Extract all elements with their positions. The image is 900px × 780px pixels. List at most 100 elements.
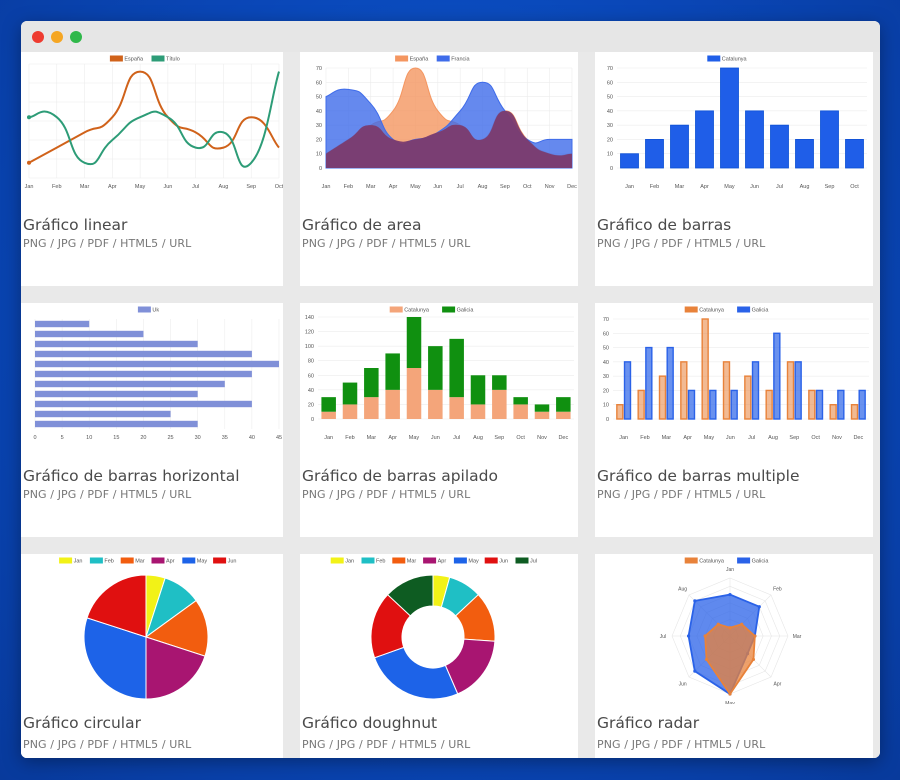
y-tick-label: 0 [319, 166, 322, 172]
x-tick-label: Nov [545, 184, 555, 190]
card-title[interactable]: Gráfico circular [23, 714, 141, 732]
export-link-jpg[interactable]: JPG [57, 237, 77, 250]
export-link-png[interactable]: PNG [597, 237, 621, 250]
export-link-html5[interactable]: HTML5 [399, 738, 438, 751]
export-link-pdf[interactable]: PDF [661, 488, 684, 501]
card-title[interactable]: Gráfico de barras apilado [302, 467, 498, 485]
x-tick-label: Sep [246, 184, 256, 190]
export-links: PNG / JPG / PDF / HTML5 / URL [302, 237, 470, 250]
export-link-pdf[interactable]: PDF [87, 738, 110, 751]
export-link-png[interactable]: PNG [302, 237, 326, 250]
radar-label: Jul [660, 634, 666, 640]
export-link-jpg[interactable]: JPG [336, 488, 356, 501]
export-link-url[interactable]: URL [743, 488, 766, 501]
export-links: PNG / JPG / PDF / HTML5 / URL [23, 738, 191, 751]
export-link-png[interactable]: PNG [302, 488, 326, 501]
export-link-url[interactable]: URL [169, 738, 192, 751]
chart-card-radar-8[interactable]: Catalunya Galicia Jan Feb Mar Apr May Jun Jul Aug… [595, 554, 873, 758]
export-link-url[interactable]: URL [743, 738, 766, 751]
export-link-jpg[interactable]: JPG [57, 738, 77, 751]
title-bar [21, 21, 880, 52]
group-bar-galicia [815, 389, 824, 420]
legend-label: Catalunya [722, 57, 748, 63]
card-title[interactable]: Gráfico de area [302, 216, 422, 234]
export-link-pdf[interactable]: PDF [87, 488, 110, 501]
export-link-jpg[interactable]: JPG [336, 237, 356, 250]
export-link-jpg[interactable]: JPG [631, 488, 651, 501]
chart-card-bar-2[interactable]: Catalunya 0 10 20 30 40 50 60 70 Jan Feb Mar Apr May J… [595, 52, 873, 286]
maximize-button[interactable] [70, 31, 82, 43]
close-button[interactable] [32, 31, 44, 43]
radar-point [757, 605, 761, 609]
export-link-pdf[interactable]: PDF [366, 237, 389, 250]
export-link-pdf[interactable]: PDF [366, 488, 389, 501]
y-tick-label: 20 [603, 388, 609, 394]
export-link-html5[interactable]: HTML5 [694, 237, 733, 250]
chart-card-line-0[interactable]: España Título Jan Feb Mar Apr May Jun Jul Aug Sep O… [21, 52, 283, 286]
export-link-url[interactable]: URL [448, 488, 471, 501]
chart-card-area-1[interactable]: España Francia 0 10 20 30 40 50 60 70 Jan Feb Mar Apr… [300, 52, 578, 286]
export-link-html5[interactable]: HTML5 [120, 237, 159, 250]
stacked-bar-catalunya [428, 389, 443, 419]
card-title[interactable]: Gráfico de barras [597, 216, 732, 234]
legend-label: Catalunya [699, 559, 725, 565]
x-tick-label: Oct [523, 184, 532, 190]
chart-card-bar-5[interactable]: Catalunya Galicia 0 10 20 30 40 50 60 70 Jan Feb Mar… [595, 303, 873, 537]
stacked-bar-galicia [513, 397, 528, 405]
x-tick-label: 45 [276, 435, 282, 441]
y-tick-label: 40 [308, 388, 314, 394]
export-link-html5[interactable]: HTML5 [694, 738, 733, 751]
export-link-pdf[interactable]: PDF [661, 738, 684, 751]
export-link-pdf[interactable]: PDF [87, 237, 110, 250]
export-link-png[interactable]: PNG [302, 738, 326, 751]
export-link-png[interactable]: PNG [23, 738, 47, 751]
card-title[interactable]: Gráfico de barras horizontal [23, 467, 240, 485]
chart-card-bar-4[interactable]: Catalunya Galicia 0 20 40 60 80 100 120 140 Jan Feb… [300, 303, 578, 537]
x-tick-label: Jun [433, 184, 442, 190]
export-link-html5[interactable]: HTML5 [120, 488, 159, 501]
chart-card-doughnut-7[interactable]: Jan Feb Mar Apr May Jun Jul Gráfico doughnut PNG… [300, 554, 578, 758]
link-separator: / [732, 237, 744, 250]
export-link-png[interactable]: PNG [23, 488, 47, 501]
chart-bar: Uk 0 5 10 15 20 25 30 35 40 45 [33, 306, 282, 441]
export-link-png[interactable]: PNG [23, 237, 47, 250]
link-separator: / [388, 738, 400, 751]
export-link-png[interactable]: PNG [597, 488, 621, 501]
export-link-html5[interactable]: HTML5 [694, 488, 733, 501]
export-link-jpg[interactable]: JPG [336, 738, 356, 751]
export-link-pdf[interactable]: PDF [661, 237, 684, 250]
export-link-url[interactable]: URL [169, 237, 192, 250]
x-tick-label: Nov [832, 435, 842, 441]
chart-card-pie-6[interactable]: Jan Feb Mar Apr May Jun Gráfico circular PNG / … [21, 554, 283, 758]
export-link-url[interactable]: URL [448, 237, 471, 250]
export-link-url[interactable]: URL [743, 237, 766, 250]
export-link-html5[interactable]: HTML5 [120, 738, 159, 751]
export-links: PNG / JPG / PDF / HTML5 / URL [23, 237, 191, 250]
export-link-pdf[interactable]: PDF [366, 738, 389, 751]
card-title[interactable]: Gráfico de barras multiple [597, 467, 800, 485]
minimize-button[interactable] [51, 31, 63, 43]
chart-card-bar-3[interactable]: Uk 0 5 10 15 20 25 30 35 40 45 Gráfico de barras ho… [21, 303, 283, 537]
stacked-bar-catalunya [513, 404, 528, 419]
export-link-png[interactable]: PNG [597, 738, 621, 751]
export-links: PNG / JPG / PDF / HTML5 / URL [597, 738, 765, 751]
export-link-url[interactable]: URL [169, 488, 192, 501]
link-separator: / [76, 488, 88, 501]
y-tick-label: 60 [607, 80, 613, 86]
export-link-jpg[interactable]: JPG [57, 488, 77, 501]
export-link-jpg[interactable]: JPG [631, 237, 651, 250]
link-separator: / [46, 738, 58, 751]
export-link-html5[interactable]: HTML5 [399, 488, 438, 501]
export-link-html5[interactable]: HTML5 [399, 237, 438, 250]
y-tick-label: 0 [606, 417, 609, 423]
group-bar-galicia [773, 332, 781, 420]
bar-oct [845, 139, 864, 169]
export-link-url[interactable]: URL [448, 738, 471, 751]
export-link-jpg[interactable]: JPG [631, 738, 651, 751]
card-title[interactable]: Gráfico radar [597, 714, 700, 732]
card-title[interactable]: Gráfico linear [23, 216, 128, 234]
legend-label: España [410, 57, 430, 63]
card-title[interactable]: Gráfico doughnut [302, 714, 438, 732]
x-tick-label: Sep [789, 435, 799, 441]
legend-label: Catalunya [699, 308, 725, 314]
